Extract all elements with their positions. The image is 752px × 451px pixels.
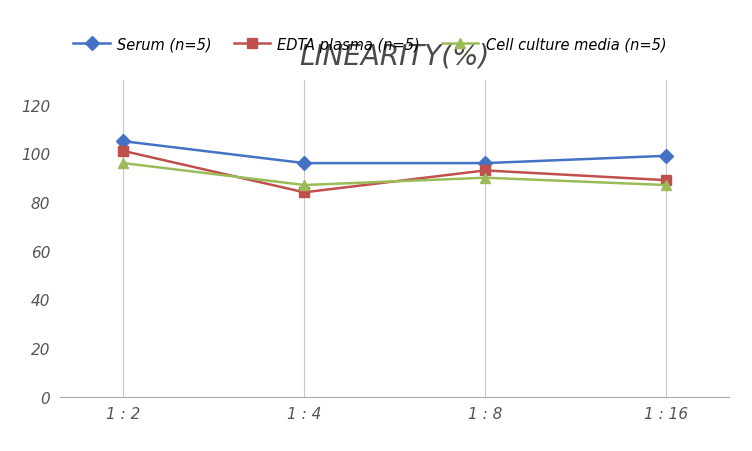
Title: LINEARITY(%): LINEARITY(%) xyxy=(299,42,490,70)
Cell culture media (n=5) xyxy=(662,183,671,189)
Cell culture media (n=5) xyxy=(481,175,490,181)
Serum (n=5) xyxy=(481,161,490,166)
Cell culture media (n=5) xyxy=(300,183,309,189)
Line: EDTA plasma (n=5): EDTA plasma (n=5) xyxy=(119,147,671,198)
EDTA plasma (n=5) xyxy=(481,168,490,174)
Serum (n=5) xyxy=(662,154,671,159)
EDTA plasma (n=5) xyxy=(662,178,671,184)
Serum (n=5) xyxy=(119,139,128,145)
Line: Serum (n=5): Serum (n=5) xyxy=(119,137,671,169)
Line: Cell culture media (n=5): Cell culture media (n=5) xyxy=(119,159,671,190)
Serum (n=5) xyxy=(300,161,309,166)
Cell culture media (n=5) xyxy=(119,161,128,166)
EDTA plasma (n=5) xyxy=(300,190,309,196)
Legend: Serum (n=5), EDTA plasma (n=5), Cell culture media (n=5): Serum (n=5), EDTA plasma (n=5), Cell cul… xyxy=(68,32,672,58)
EDTA plasma (n=5) xyxy=(119,149,128,154)
